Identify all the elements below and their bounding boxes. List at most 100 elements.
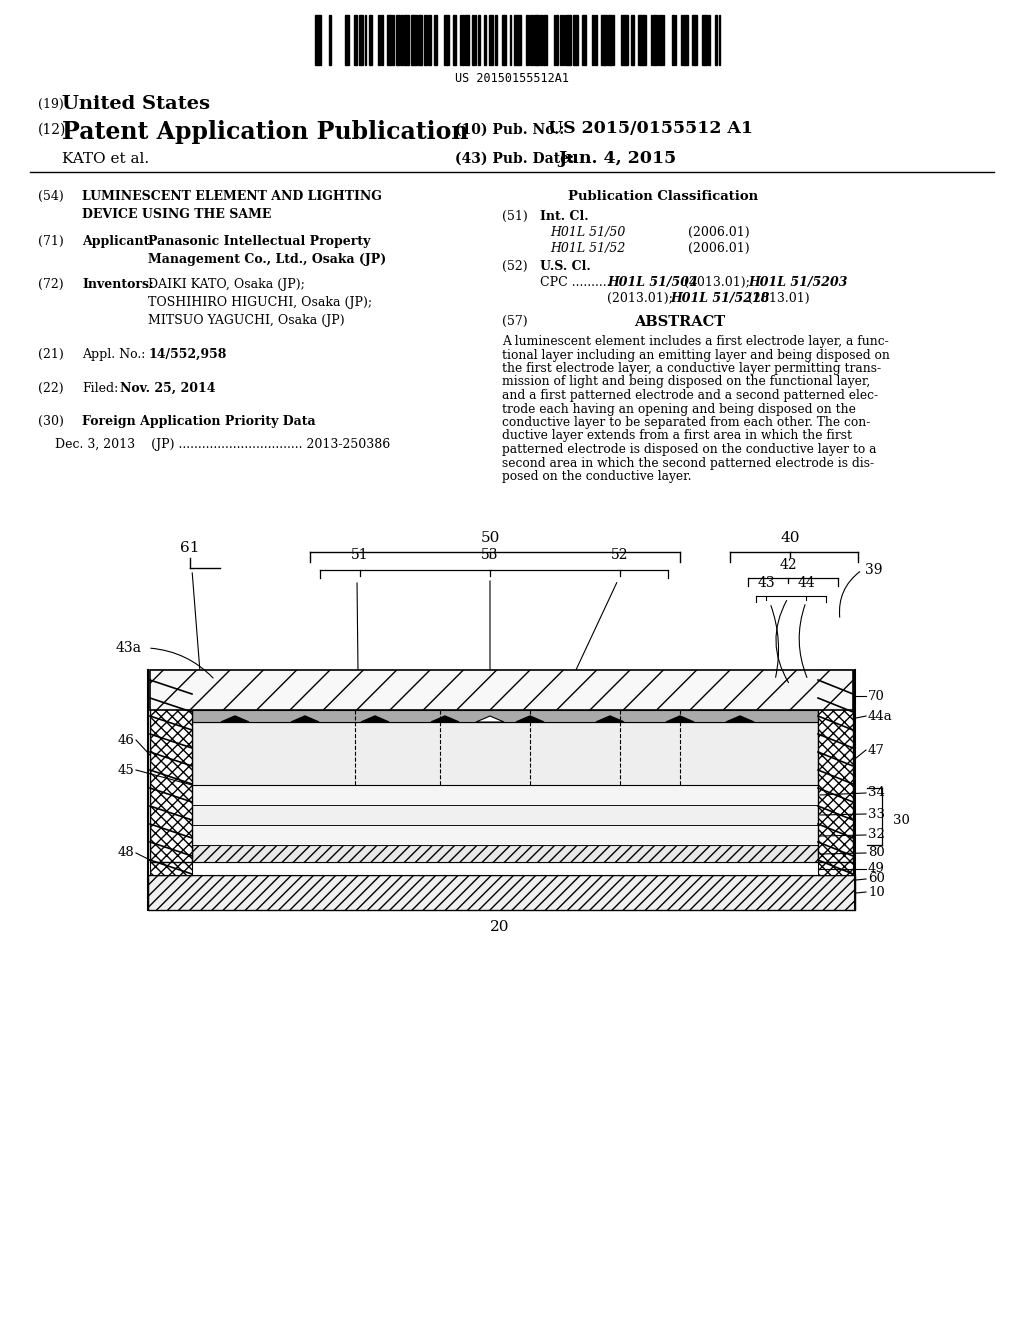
Bar bbox=[531, 15, 534, 65]
Bar bbox=[504, 15, 506, 65]
Text: 43: 43 bbox=[757, 576, 775, 590]
Text: LUMINESCENT ELEMENT AND LIGHTING
DEVICE USING THE SAME: LUMINESCENT ELEMENT AND LIGHTING DEVICE … bbox=[82, 190, 382, 220]
Bar bbox=[621, 15, 625, 65]
Text: Publication Classification: Publication Classification bbox=[568, 190, 758, 203]
Bar bbox=[465, 15, 469, 65]
Text: 20: 20 bbox=[490, 920, 510, 935]
Text: (30): (30) bbox=[38, 414, 63, 428]
Text: 46: 46 bbox=[117, 734, 134, 747]
Text: 14/552,958: 14/552,958 bbox=[148, 348, 226, 360]
Text: US 2015/0155512 A1: US 2015/0155512 A1 bbox=[548, 120, 753, 137]
Text: (19): (19) bbox=[38, 98, 63, 111]
Text: 52: 52 bbox=[611, 548, 629, 562]
Text: (21): (21) bbox=[38, 348, 63, 360]
Text: Filed:: Filed: bbox=[82, 381, 118, 395]
Text: KATO et al.: KATO et al. bbox=[62, 152, 150, 166]
Text: 51: 51 bbox=[351, 548, 369, 562]
Text: H01L 51/52: H01L 51/52 bbox=[550, 242, 626, 255]
Bar bbox=[818, 845, 853, 875]
Text: Panasonic Intellectual Property
Management Co., Ltd., Osaka (JP): Panasonic Intellectual Property Manageme… bbox=[148, 235, 386, 267]
Bar bbox=[638, 15, 640, 65]
Text: second area in which the second patterned electrode is dis-: second area in which the second patterne… bbox=[502, 457, 874, 470]
Text: (2013.01);: (2013.01); bbox=[607, 292, 673, 305]
Bar bbox=[319, 15, 321, 65]
Text: (10) Pub. No.:: (10) Pub. No.: bbox=[455, 123, 564, 137]
Text: ABSTRACT: ABSTRACT bbox=[635, 315, 726, 329]
Bar bbox=[193, 805, 818, 825]
Text: Dec. 3, 2013    (JP) ................................ 2013-250386: Dec. 3, 2013 (JP) ......................… bbox=[55, 438, 390, 451]
Text: (72): (72) bbox=[38, 279, 63, 290]
Bar bbox=[631, 15, 634, 65]
Bar bbox=[447, 15, 449, 65]
Text: 32: 32 bbox=[868, 829, 885, 842]
Text: 60: 60 bbox=[868, 873, 885, 886]
Text: patterned electrode is disposed on the conductive layer to a: patterned electrode is disposed on the c… bbox=[502, 444, 877, 455]
Text: (43) Pub. Date:: (43) Pub. Date: bbox=[455, 152, 574, 166]
Text: (2006.01): (2006.01) bbox=[688, 242, 750, 255]
Bar bbox=[526, 15, 528, 65]
Bar bbox=[361, 15, 362, 65]
Text: 30: 30 bbox=[893, 813, 910, 826]
Polygon shape bbox=[291, 715, 319, 722]
Bar bbox=[388, 15, 392, 65]
Bar bbox=[567, 15, 571, 65]
Text: Nov. 25, 2014: Nov. 25, 2014 bbox=[120, 381, 215, 395]
Text: 43a: 43a bbox=[116, 642, 142, 655]
Text: H01L 51/5203: H01L 51/5203 bbox=[748, 276, 848, 289]
Text: 49: 49 bbox=[868, 862, 885, 875]
Text: 50: 50 bbox=[480, 531, 500, 545]
Bar bbox=[605, 15, 607, 65]
Bar bbox=[148, 875, 855, 909]
Bar bbox=[401, 15, 403, 65]
Text: and a first patterned electrode and a second patterned elec-: and a first patterned electrode and a se… bbox=[502, 389, 879, 403]
Bar bbox=[715, 15, 717, 65]
Bar bbox=[444, 15, 447, 65]
Text: (71): (71) bbox=[38, 235, 63, 248]
Text: tional layer including an emitting layer and being disposed on: tional layer including an emitting layer… bbox=[502, 348, 890, 362]
Text: (52): (52) bbox=[502, 260, 527, 273]
Bar bbox=[495, 15, 497, 65]
Bar bbox=[672, 15, 674, 65]
Polygon shape bbox=[221, 715, 249, 722]
Bar bbox=[625, 15, 627, 65]
Text: DAIKI KATO, Osaka (JP);
TOSHIHIRO HIGUCHI, Osaka (JP);
MITSUO YAGUCHI, Osaka (JP: DAIKI KATO, Osaka (JP); TOSHIHIRO HIGUCH… bbox=[148, 279, 372, 327]
Bar bbox=[345, 15, 349, 65]
Polygon shape bbox=[361, 715, 389, 722]
Text: (54): (54) bbox=[38, 190, 63, 203]
Bar bbox=[640, 15, 643, 65]
Bar bbox=[428, 15, 431, 65]
Bar bbox=[420, 15, 422, 65]
Text: 44: 44 bbox=[797, 576, 815, 590]
Polygon shape bbox=[431, 715, 459, 722]
Text: Appl. No.:: Appl. No.: bbox=[82, 348, 145, 360]
Bar bbox=[708, 15, 710, 65]
Text: 47: 47 bbox=[868, 743, 885, 756]
Bar bbox=[534, 15, 536, 65]
Text: (2013.01);: (2013.01); bbox=[684, 276, 750, 289]
Text: (57): (57) bbox=[502, 315, 527, 327]
Text: 70: 70 bbox=[868, 689, 885, 702]
Text: 10: 10 bbox=[868, 886, 885, 899]
Bar bbox=[582, 15, 586, 65]
Text: United States: United States bbox=[62, 95, 210, 114]
Bar bbox=[545, 15, 547, 65]
Bar bbox=[154, 862, 849, 875]
Polygon shape bbox=[666, 715, 694, 722]
Bar bbox=[315, 15, 319, 65]
Text: Inventors:: Inventors: bbox=[82, 279, 154, 290]
Text: Applicant:: Applicant: bbox=[82, 235, 154, 248]
Bar bbox=[193, 825, 818, 845]
Bar bbox=[193, 845, 818, 862]
Bar bbox=[818, 671, 853, 862]
Bar bbox=[575, 15, 578, 65]
Bar bbox=[692, 15, 696, 65]
Bar bbox=[595, 15, 597, 65]
Text: 45: 45 bbox=[118, 763, 134, 776]
Polygon shape bbox=[476, 715, 504, 722]
Bar bbox=[653, 15, 657, 65]
Text: 44a: 44a bbox=[868, 710, 893, 722]
Text: 48: 48 bbox=[118, 846, 134, 859]
Bar bbox=[543, 15, 545, 65]
Text: 80: 80 bbox=[868, 846, 885, 859]
Text: Foreign Application Priority Data: Foreign Application Priority Data bbox=[82, 414, 315, 428]
